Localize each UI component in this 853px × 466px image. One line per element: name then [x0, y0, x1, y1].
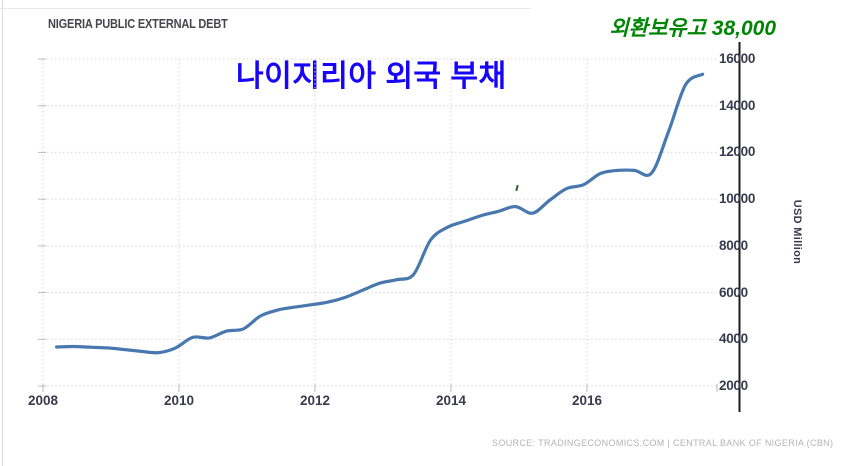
y-tick-label: 14000	[719, 97, 756, 113]
y-tick-label: 12000	[719, 144, 756, 160]
x-tick-label: 2008	[27, 393, 59, 408]
y-tick-label: 6000	[719, 284, 748, 300]
gridlines	[42, 58, 717, 387]
x-tick-label: 2016	[571, 393, 603, 408]
reserves-annotation: 외환보유고 38,000	[609, 17, 776, 40]
y-tick-label: 4000	[719, 331, 748, 347]
window-left-border	[2, 0, 3, 466]
x-tick-label: 2014	[435, 393, 467, 408]
korean-caption: 나이지리아 외국 부채	[236, 60, 507, 93]
window-top-border	[0, 8, 531, 9]
x-tick-label: 2010	[163, 393, 195, 408]
debt-line-series	[55, 72, 705, 355]
y-tick-label: 16000	[719, 51, 756, 66]
chart-title: NIGERIA PUBLIC EXTERNAL DEBT	[48, 17, 228, 31]
y-axis-title: USD Million	[791, 199, 803, 265]
axis-ticks	[38, 58, 718, 392]
y-tick-label: 8000	[719, 237, 748, 253]
x-tick-label: 2012	[299, 393, 331, 408]
source-attribution: SOURCE: TRADINGECONOMICS.COM | CENTRAL B…	[492, 438, 834, 448]
y-tick-label: 2000	[719, 378, 748, 393]
y-tick-label: 10000	[719, 191, 756, 207]
